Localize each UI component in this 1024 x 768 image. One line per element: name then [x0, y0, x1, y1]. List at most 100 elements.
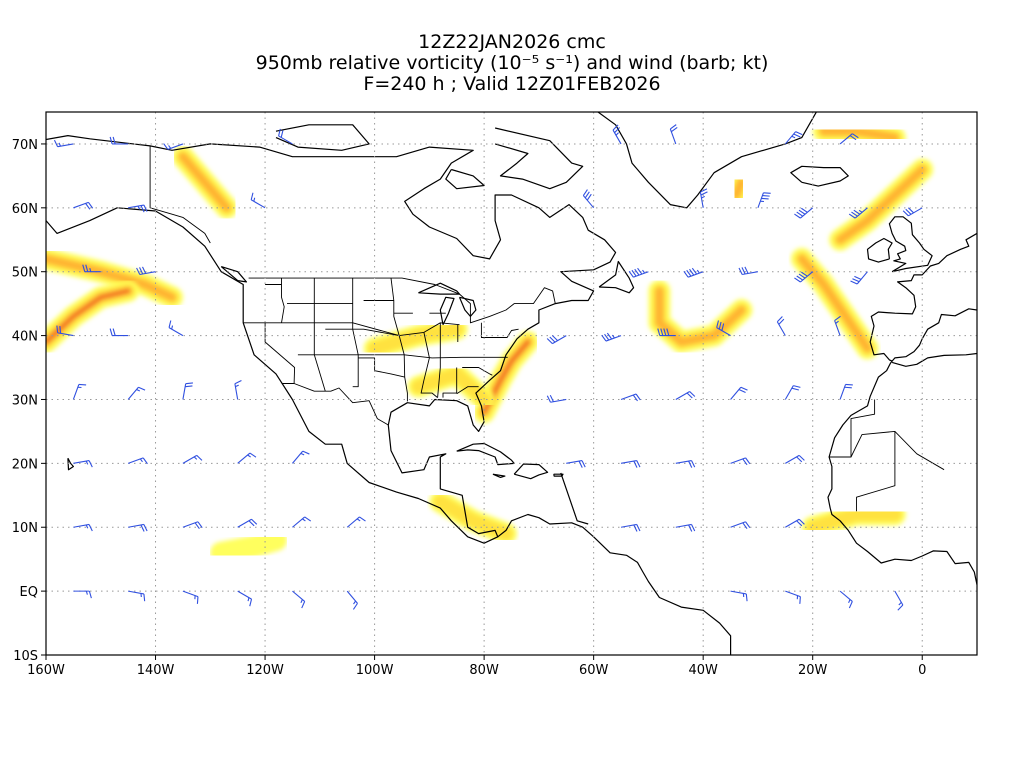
lat-tick-label: 10S	[13, 649, 38, 664]
wind-barb	[250, 192, 266, 209]
wind-barb	[346, 516, 366, 528]
wind-barb	[657, 328, 676, 337]
wind-barb	[850, 271, 868, 285]
political-border	[456, 386, 479, 395]
political-border	[281, 383, 389, 426]
wind-barb	[785, 454, 805, 464]
run-label: 12Z22JAN2026 cmc	[418, 31, 606, 53]
wind-barb	[237, 518, 258, 528]
wind-barb	[234, 380, 242, 400]
wind-barb	[346, 590, 358, 610]
wind-barb	[738, 266, 759, 276]
wind-barb	[675, 390, 696, 400]
political-border	[894, 431, 945, 471]
wind-barb	[182, 521, 203, 530]
political-border	[313, 278, 326, 392]
vorticity-feature-eastern-pacific-strip	[210, 529, 287, 564]
wind-barb	[675, 460, 696, 468]
wind-barb	[628, 267, 649, 278]
grid-lines	[46, 112, 977, 655]
wind-barb	[612, 124, 622, 145]
lon-tick-label: 40W	[688, 663, 718, 678]
victoria-island	[275, 124, 370, 151]
wind-barb	[109, 136, 129, 145]
political-border	[437, 322, 441, 398]
valid-time-label: F=240 h ; Valid 12Z01FEB2026	[363, 73, 661, 95]
coastline-layer	[46, 112, 977, 655]
lat-tick-label: 10N	[12, 521, 38, 536]
lon-tick-label: 20W	[798, 663, 828, 678]
wind-barb	[127, 457, 148, 465]
political-border	[390, 278, 408, 402]
yucatan-caribbean-rim	[560, 472, 589, 525]
political-border	[352, 278, 359, 388]
greenland-coast	[596, 112, 818, 209]
wind-barb	[109, 328, 129, 337]
wind-barb	[546, 335, 567, 345]
lat-tick-label: 40N	[12, 330, 38, 345]
political-border	[149, 145, 211, 244]
jamaica	[492, 473, 506, 478]
hudson-bay-islands	[445, 168, 485, 190]
wind-barb	[182, 454, 203, 464]
political-border	[248, 277, 556, 324]
wind-barb	[292, 516, 312, 528]
europe-africa-coast	[827, 232, 977, 585]
wind-barb	[128, 523, 148, 532]
vorticity-feature-west-africa	[801, 503, 906, 539]
wind-barb	[834, 315, 841, 336]
wind-barb	[839, 133, 859, 145]
wind-barb	[73, 523, 93, 532]
lat-tick-label: EQ	[20, 585, 38, 600]
wind-barb	[546, 394, 567, 403]
north-america-coast	[46, 135, 617, 544]
great-britain	[888, 216, 933, 273]
lon-tick-label: 60W	[579, 663, 609, 678]
wind-barb	[730, 386, 748, 400]
wind-barb	[163, 143, 184, 150]
wind-barb	[730, 521, 751, 530]
political-border	[829, 399, 876, 458]
wind-barb	[73, 460, 93, 468]
vorticity-feature-arctic-north	[812, 120, 906, 149]
baffin-island	[494, 127, 584, 190]
iceland	[790, 165, 849, 187]
lon-tick-label: 0	[918, 663, 926, 678]
wind-barb	[582, 189, 595, 209]
wind-barb	[56, 325, 74, 337]
wind-barb	[182, 590, 199, 604]
political-border	[325, 328, 400, 337]
wind-barb	[785, 518, 805, 528]
wind-barb	[699, 188, 708, 208]
ireland	[866, 237, 893, 263]
wind-barb	[127, 386, 146, 400]
wind-barb	[669, 124, 678, 145]
wind-barb	[716, 320, 731, 337]
wind-barb	[182, 382, 193, 400]
vorticity-feature-alaska-gulf-band	[46, 247, 183, 309]
vorticity-feature-central-america	[429, 490, 517, 545]
plot-area	[46, 112, 977, 655]
wind-barb	[168, 320, 184, 337]
newfoundland	[598, 260, 635, 294]
wind-barb	[620, 523, 641, 532]
political-border	[442, 367, 458, 398]
south-america-coast	[497, 513, 732, 655]
wind-barb	[794, 207, 814, 219]
north-africa-med	[891, 352, 977, 367]
wind-barb	[902, 207, 923, 217]
wind-barb	[776, 316, 786, 336]
wind-barb	[683, 267, 704, 278]
wind-barb	[73, 590, 92, 599]
political-border	[850, 430, 896, 512]
wind-barb	[839, 590, 853, 609]
wind-barb	[730, 457, 751, 466]
wind-barb	[601, 332, 622, 342]
wind-barb	[128, 204, 148, 213]
wind-barb	[237, 452, 257, 464]
wind-barb	[620, 460, 641, 468]
wind-barb	[784, 385, 801, 400]
vancouver-island	[220, 266, 247, 283]
political-border	[480, 322, 519, 338]
